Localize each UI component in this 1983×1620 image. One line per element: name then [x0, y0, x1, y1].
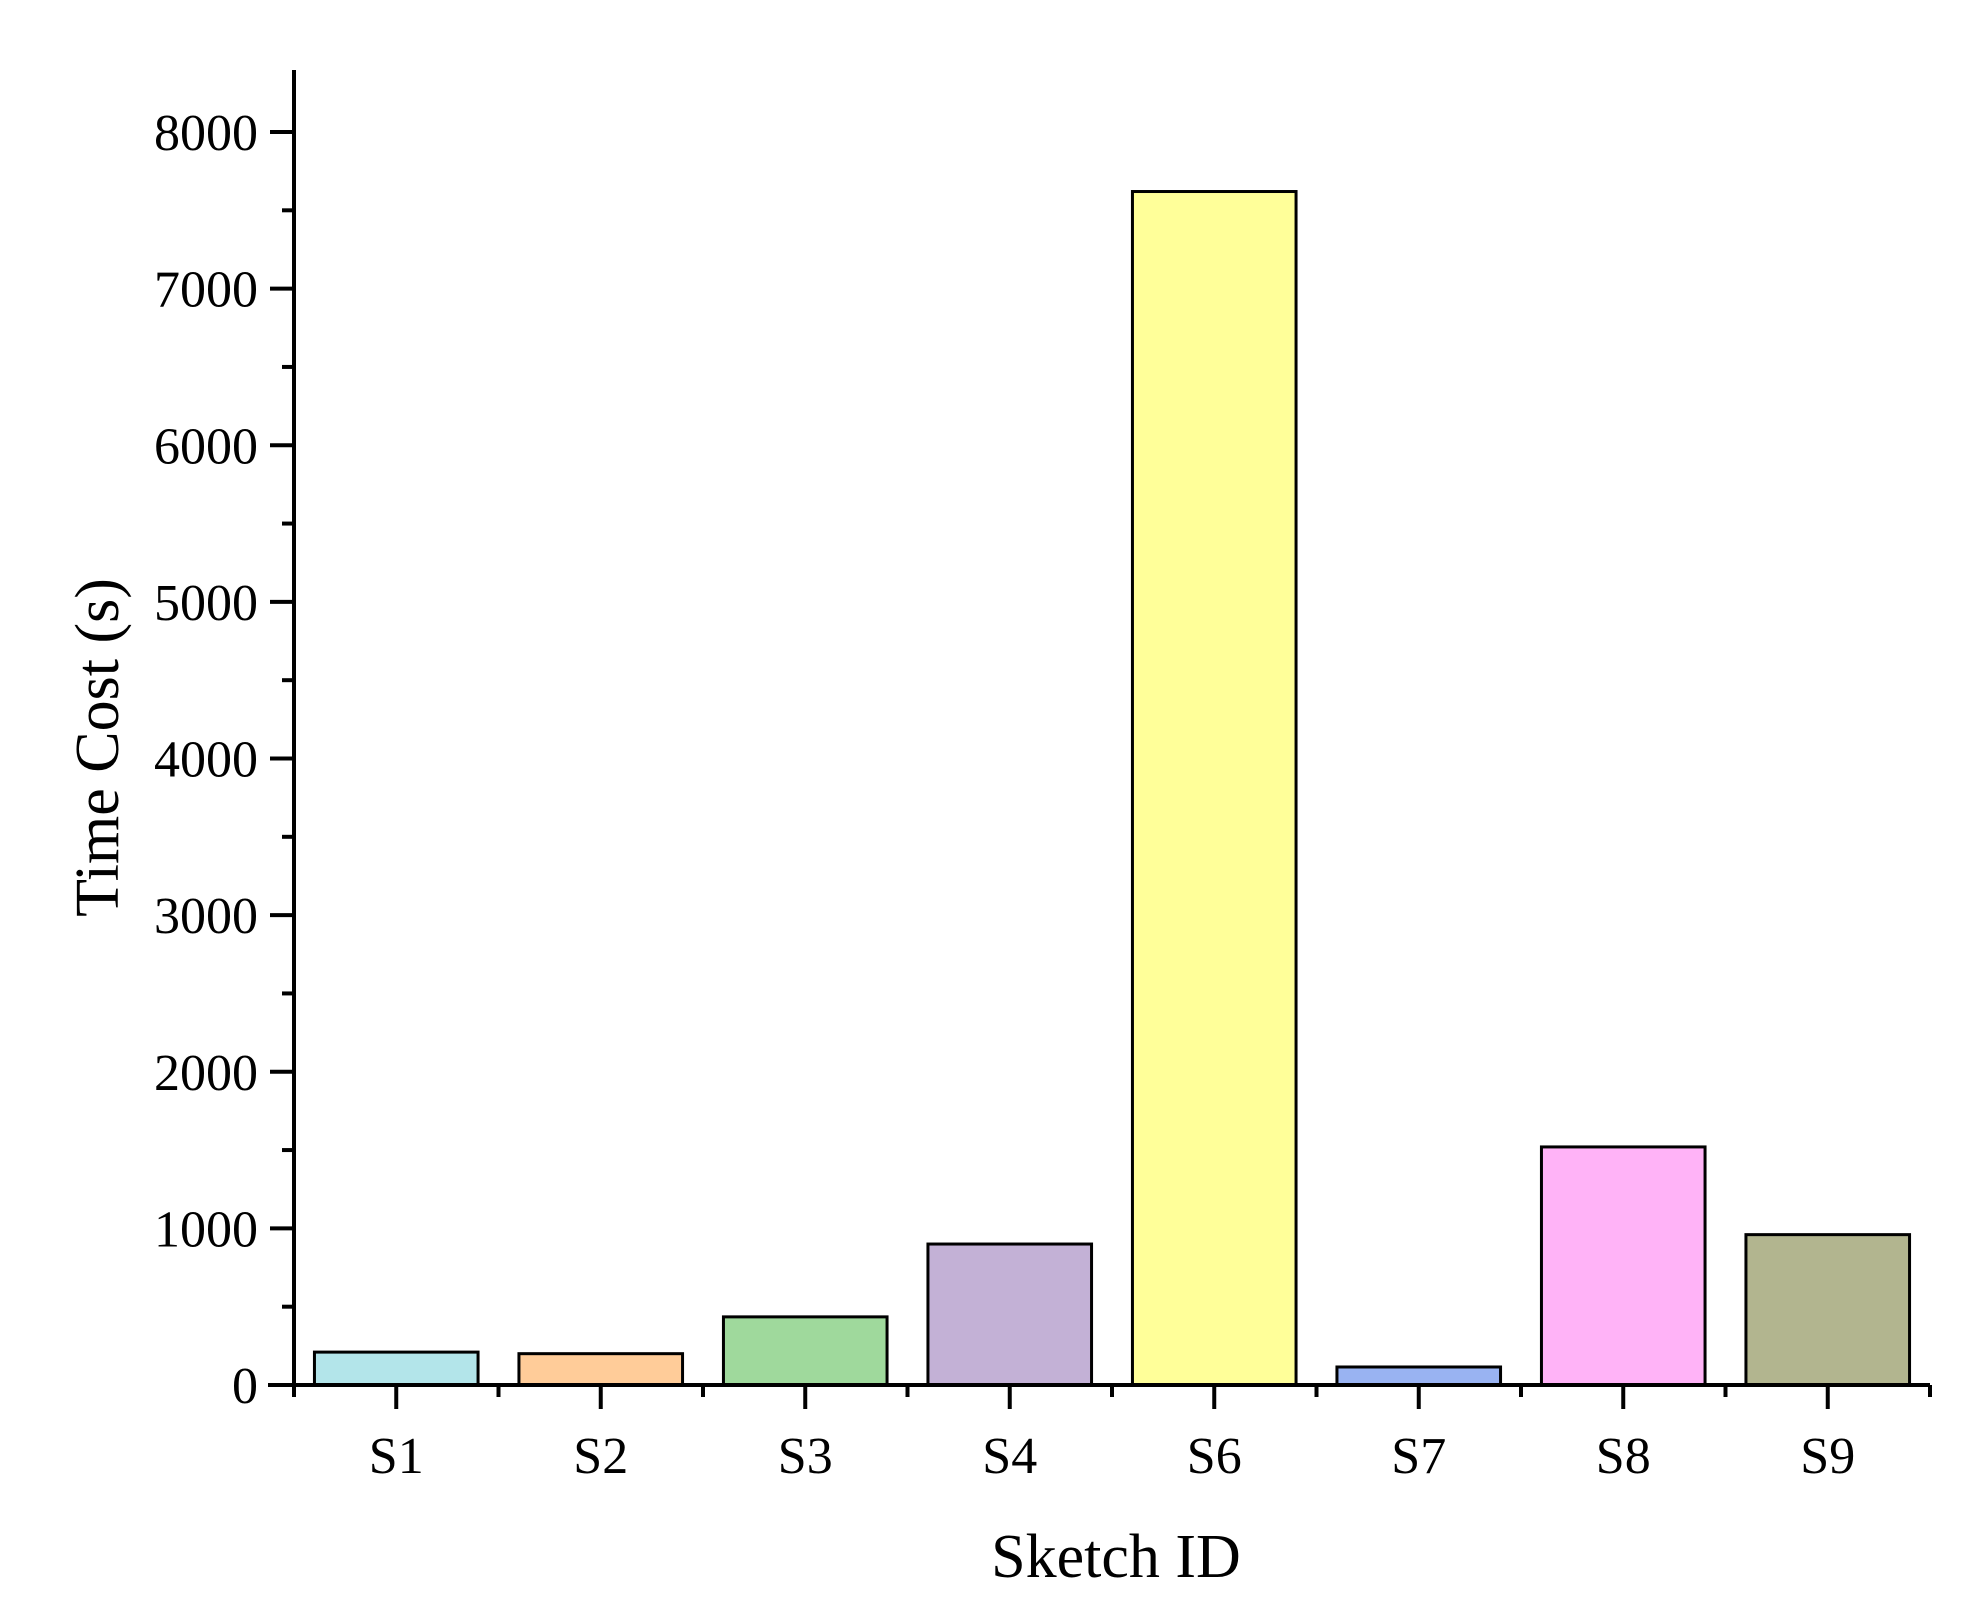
y-tick-label: 7000: [154, 262, 258, 319]
y-tick-label: 3000: [154, 888, 258, 945]
bar-s3: [721, 1315, 889, 1387]
x-tick-label: S6: [1187, 1428, 1242, 1485]
bar-s8: [1539, 1145, 1707, 1387]
bar-s1: [312, 1350, 480, 1387]
x-tick-label: S4: [982, 1428, 1037, 1485]
bars-group: [312, 190, 1912, 1387]
x-tick-label: S9: [1800, 1428, 1855, 1485]
x-tick-label: S2: [573, 1428, 628, 1485]
y-tick-label: 2000: [154, 1045, 258, 1102]
x-axis-title: Sketch ID: [991, 1523, 1241, 1591]
y-axis-ticks: 0 1000 2000 3000 4000 5000 6000 7000 8000: [154, 105, 294, 1415]
bar-s6: [1130, 190, 1298, 1387]
x-tick-label: S3: [778, 1428, 833, 1485]
y-tick-label: 1000: [154, 1201, 258, 1258]
x-tick-label: S1: [369, 1428, 424, 1485]
x-tick-label: S7: [1391, 1428, 1446, 1485]
bar-s7: [1335, 1365, 1503, 1387]
y-tick-label: 5000: [154, 575, 258, 632]
y-axis-title: Time Cost (s): [64, 578, 132, 917]
x-axis-ticks: S1 S2 S3 S4 S6 S7 S8 S9: [292, 1385, 1932, 1485]
y-tick-label: 6000: [154, 418, 258, 475]
y-tick-label: 4000: [154, 732, 258, 789]
y-tick-label: 8000: [154, 105, 258, 162]
bar-s2: [517, 1352, 685, 1387]
x-tick-label: S8: [1596, 1428, 1651, 1485]
y-tick-label: 0: [232, 1358, 258, 1415]
bar-s4: [926, 1242, 1094, 1387]
bar-s9: [1744, 1233, 1912, 1387]
